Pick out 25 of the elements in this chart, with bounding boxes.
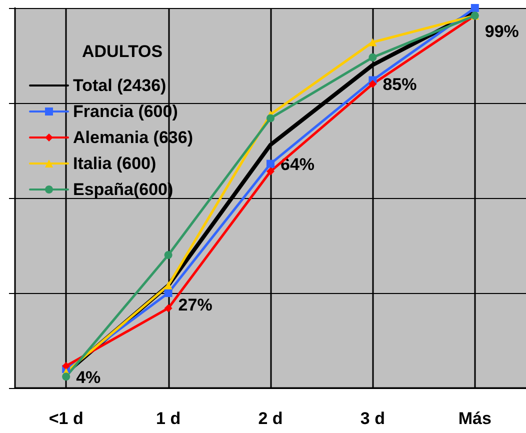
x-tick-label: 2 d (258, 409, 283, 428)
point (62, 372, 70, 381)
point (164, 251, 172, 259)
point (266, 114, 274, 122)
x-tick-label: 1 d (156, 409, 181, 428)
legend-title: ADULTOS (82, 42, 163, 61)
point (164, 289, 172, 297)
point (368, 53, 377, 62)
point (62, 362, 70, 370)
point (266, 160, 274, 168)
point (470, 4, 479, 12)
data-label: 4% (76, 368, 101, 387)
point (164, 304, 172, 312)
point (368, 80, 377, 88)
data-label: 85% (382, 75, 417, 94)
x-tick-label: 3 d (360, 409, 385, 428)
x-tick-label: Más (458, 409, 492, 428)
data-label: 99% (484, 22, 519, 41)
legend-label: Italia (600) (73, 154, 156, 173)
point (164, 281, 172, 290)
data-label: 27% (178, 295, 212, 314)
point (368, 38, 377, 46)
x-tick-label: <1 d (48, 409, 84, 428)
point (266, 167, 274, 176)
legend-label: Total (2436) (73, 76, 166, 95)
